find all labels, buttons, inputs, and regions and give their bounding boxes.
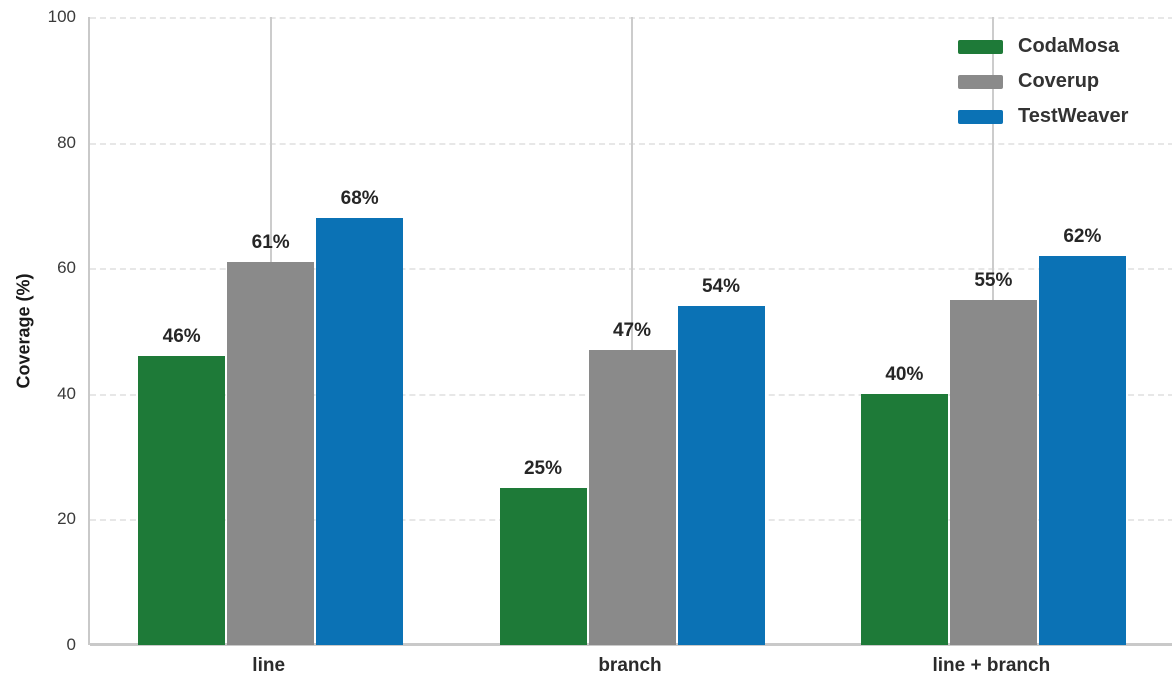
bar-testweaver-line (316, 217, 404, 645)
y-tick-label: 80 (57, 132, 76, 152)
bar-codamosa-line (138, 356, 226, 645)
legend-item: TestWeaver (958, 99, 1128, 134)
y-axis-title: Coverage (%) (13, 273, 34, 389)
y-tick-label: 40 (57, 383, 76, 403)
x-category-label: line + branch (932, 655, 1051, 676)
bar-value-label: 47% (612, 319, 652, 341)
legend-item: Coverup (958, 64, 1128, 99)
plot-area: 46% 25% 40% 61% 47% 55% 68% 54% 62% (88, 17, 1172, 646)
bar-value-label: 55% (974, 269, 1013, 291)
y-tick-label: 100 (47, 7, 76, 26)
legend-item: CodaMosa (958, 29, 1128, 64)
legend-label: CodaMosa (1018, 35, 1120, 57)
bar-value-label: 46% (162, 326, 201, 348)
bar-coverup-line-branch (949, 299, 1037, 645)
bar-value-label: 61% (251, 231, 290, 253)
y-tick-label: 60 (57, 258, 76, 278)
legend: CodaMosa Coverup TestWeaver (958, 29, 1128, 134)
bar-testweaver-branch (677, 305, 765, 645)
bar-codamosa-branch (499, 488, 587, 645)
y-tick-label: 20 (57, 509, 76, 529)
bar-value-label: 62% (1063, 225, 1102, 247)
bar-codamosa-line-branch (860, 393, 948, 645)
bar-coverup-line (227, 261, 315, 645)
bar-value-label: 40% (885, 363, 924, 385)
bar-testweaver-line-branch (1038, 255, 1126, 645)
v-gridline (631, 17, 633, 645)
legend-swatch-testweaver-icon (958, 109, 1003, 124)
x-category-label: branch (598, 655, 662, 676)
bar-value-label: 68% (340, 187, 379, 209)
legend-swatch-codamosa-icon (958, 39, 1003, 54)
legend-label: Coverup (1018, 70, 1100, 92)
x-category-label: line (252, 655, 286, 676)
bar-value-label: 54% (701, 275, 741, 297)
bar-value-label: 25% (523, 458, 563, 479)
bar-coverup-branch (588, 349, 676, 645)
y-tick-label: 0 (66, 635, 76, 654)
legend-swatch-coverup-icon (958, 74, 1003, 89)
legend-label: TestWeaver (1018, 105, 1129, 127)
